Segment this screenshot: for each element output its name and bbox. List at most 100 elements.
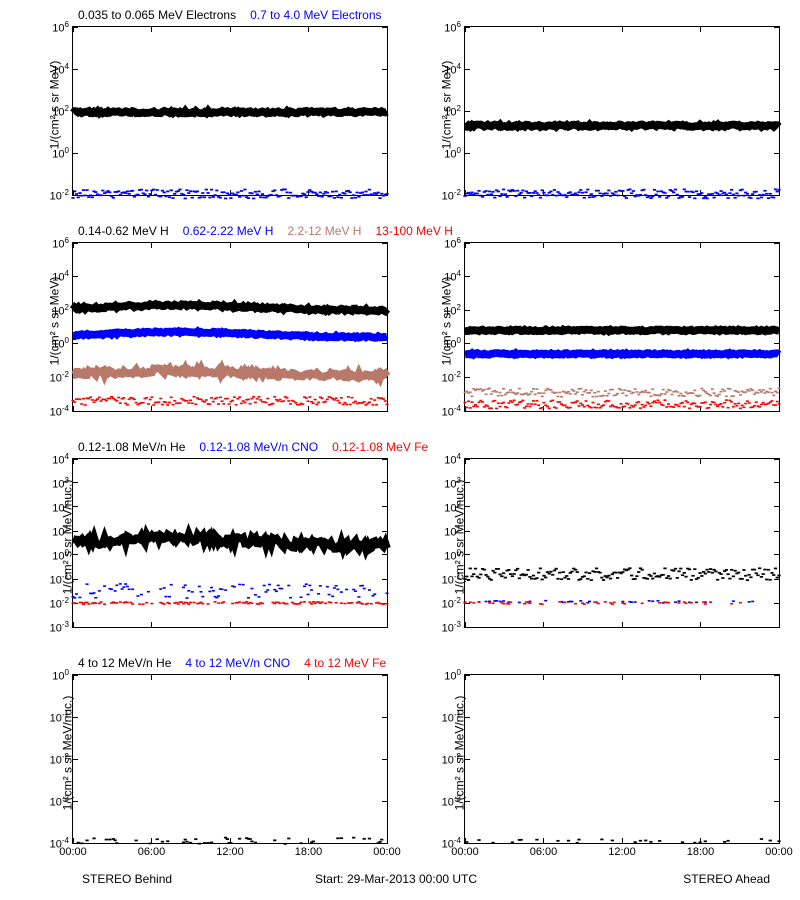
- series-point: [511, 401, 514, 403]
- series-point: [612, 194, 615, 196]
- series-point: [500, 395, 503, 397]
- series-point: [368, 189, 371, 191]
- series-point: [101, 190, 104, 192]
- series-point: [333, 587, 336, 589]
- series-line: [73, 534, 387, 549]
- legend-item: 4 to 12 MeV/n CNO: [185, 656, 290, 670]
- series-point: [504, 394, 507, 396]
- series-point: [704, 391, 707, 393]
- series-point: [595, 568, 598, 570]
- series-point: [546, 194, 549, 196]
- series-point: [742, 406, 745, 408]
- series-point: [741, 578, 744, 580]
- series-point: [658, 395, 661, 397]
- series-point: [119, 194, 122, 196]
- series-point: [499, 406, 502, 408]
- series-point: [254, 191, 257, 193]
- plot-area: 10-410-310-210-110000:0006:0012:0018:000…: [464, 674, 780, 844]
- series-point: [660, 393, 663, 395]
- series-point: [495, 600, 498, 602]
- series-point: [670, 394, 673, 396]
- series-point: [534, 393, 537, 395]
- series-point: [762, 402, 765, 404]
- series-point: [704, 573, 707, 575]
- series-point: [345, 589, 348, 591]
- series-point: [315, 404, 318, 406]
- series-point: [658, 402, 661, 404]
- series-point: [163, 603, 166, 605]
- plot-area: 10-310-210-1100101102103104: [464, 458, 780, 628]
- panel-r1-c0: 1/(cm² s sr MeV)0.14-0.62 MeV H0.62-2.22…: [4, 224, 396, 418]
- series-point: [663, 393, 666, 395]
- series-point: [604, 390, 607, 392]
- y-tick-label: 102: [444, 500, 461, 515]
- series-point: [131, 603, 134, 605]
- series-point: [641, 569, 644, 571]
- series-point: [739, 408, 742, 410]
- series-point: [278, 195, 281, 197]
- series-point: [222, 191, 225, 193]
- series-point: [520, 839, 523, 841]
- series-point: [254, 842, 257, 844]
- series-point: [774, 568, 777, 570]
- y-tick-label: 101: [444, 524, 461, 539]
- series-point: [690, 602, 693, 604]
- series-point: [735, 192, 738, 194]
- series-point: [516, 568, 519, 570]
- series-point: [85, 840, 88, 842]
- series-point: [119, 601, 122, 603]
- series-point: [221, 400, 224, 402]
- series-point: [681, 574, 684, 576]
- series-point: [588, 392, 591, 394]
- y-tick-label: 100: [444, 146, 461, 161]
- series-point: [170, 584, 173, 586]
- series-point: [156, 838, 159, 840]
- series-point: [623, 603, 626, 605]
- series-point: [152, 404, 155, 406]
- series-point: [774, 404, 777, 406]
- series-point: [261, 193, 264, 195]
- series-point: [776, 191, 779, 193]
- series-point: [528, 406, 531, 408]
- series-point: [737, 572, 740, 574]
- series-point: [282, 400, 285, 402]
- series-point: [363, 588, 366, 590]
- series-point: [527, 403, 530, 405]
- series-point: [528, 393, 531, 395]
- series-point: [312, 841, 315, 843]
- series-point: [124, 583, 127, 585]
- series-point: [512, 573, 515, 575]
- legend: 0.12-1.08 MeV/n He0.12-1.08 MeV/n CNO0.1…: [78, 440, 428, 454]
- series-point: [535, 577, 538, 579]
- series-point: [539, 197, 542, 199]
- series-point: [655, 194, 658, 196]
- series-point: [180, 601, 183, 603]
- y-tick-label: 104: [444, 452, 461, 467]
- series-point: [477, 839, 480, 841]
- series-point: [208, 197, 211, 199]
- series-point: [516, 190, 519, 192]
- series-point: [686, 191, 689, 193]
- series-point: [320, 196, 323, 198]
- series-point: [82, 398, 85, 400]
- series-point: [649, 575, 652, 577]
- series-point: [85, 189, 88, 191]
- series-point: [693, 197, 696, 199]
- y-tick-label: 104: [444, 269, 461, 284]
- series-point: [231, 603, 234, 605]
- series-point: [71, 197, 74, 199]
- series-point: [760, 404, 763, 406]
- series-point: [368, 589, 371, 591]
- series-point: [530, 195, 533, 197]
- series-point: [305, 583, 308, 585]
- series-point: [145, 397, 148, 399]
- series-point: [299, 842, 302, 844]
- series-point: [210, 189, 213, 191]
- series-point: [725, 569, 728, 571]
- series-point: [518, 577, 521, 579]
- series-point: [649, 841, 652, 843]
- series-svg: [73, 243, 387, 411]
- series-point: [126, 404, 129, 406]
- series-point: [739, 394, 742, 396]
- series-point: [300, 596, 303, 598]
